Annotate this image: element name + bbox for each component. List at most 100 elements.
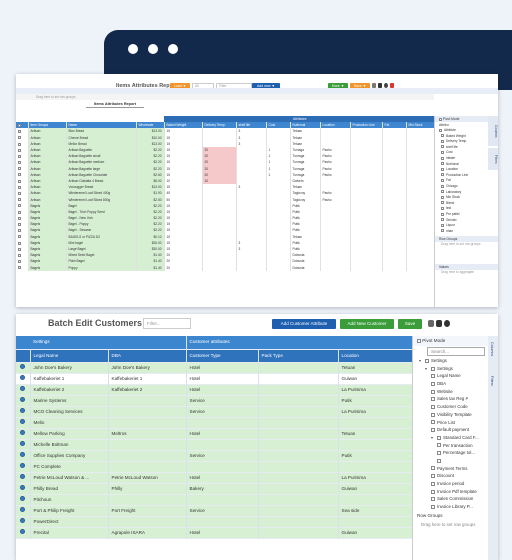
row-checkbox[interactable] <box>18 198 21 202</box>
table-cell[interactable]: 15 <box>164 159 203 166</box>
row-checkbox[interactable] <box>18 247 21 251</box>
table-cell[interactable] <box>186 417 259 428</box>
table-cell[interactable] <box>108 406 187 417</box>
table-cell[interactable] <box>266 245 291 253</box>
pivot-item-checkbox[interactable] <box>437 451 441 456</box>
table-cell[interactable]: Bagels <box>28 245 67 253</box>
table-cell[interactable] <box>266 196 291 203</box>
pivot-item-checkbox[interactable] <box>431 412 435 417</box>
table-cell[interactable] <box>350 245 383 253</box>
table-cell[interactable]: Sea side <box>338 505 413 516</box>
table-cell[interactable] <box>258 406 339 417</box>
pivot-item-checkbox[interactable] <box>431 428 435 433</box>
row-checkbox[interactable] <box>18 167 21 171</box>
row-checkbox[interactable] <box>18 241 21 245</box>
table-cell[interactable]: 15 <box>164 227 203 234</box>
edit-gear-icon[interactable] <box>20 396 26 402</box>
expand-toggle-icon[interactable]: ▾ <box>431 434 434 440</box>
table-row[interactable]: Bagels Poppy $1.40 20 Dobusta <box>16 264 434 271</box>
table-cell[interactable]: Putik <box>338 450 413 461</box>
table-cell[interactable]: Melio <box>30 417 109 428</box>
pivot-item[interactable]: Default payment <box>413 426 488 434</box>
table-cell[interactable]: Bloc Bread <box>66 128 137 135</box>
column-header[interactable]: Legal Name <box>30 349 109 362</box>
column-header[interactable]: Cost <box>266 122 291 129</box>
table-row[interactable]: Artisan Artisan Ciabatta 4 Bread $6.00 10 10… <box>16 177 434 185</box>
table-cell[interactable]: Guiwan <box>338 527 413 538</box>
pivot-item[interactable]: test <box>435 206 498 212</box>
table-row[interactable]: John Doe's Bakery John Doe's Bakery Hotel T… <box>16 362 413 373</box>
column-header[interactable]: Baked Weight <box>164 122 203 129</box>
table-cell[interactable]: Taglovoy <box>290 190 321 197</box>
table-cell[interactable] <box>320 134 351 141</box>
table-cell[interactable] <box>382 184 407 191</box>
pivot-item[interactable]: Fat <box>435 178 498 184</box>
save-button[interactable]: Save ▼ <box>350 83 370 89</box>
table-cell[interactable] <box>382 264 407 271</box>
table-cell[interactable]: 10 <box>202 177 237 185</box>
pivot-item-checkbox[interactable] <box>431 420 435 425</box>
table-cell[interactable]: Kaffebakeriet 2 <box>108 384 187 395</box>
table-cell[interactable]: $2.50 <box>136 196 165 203</box>
edit-gear-icon[interactable] <box>20 528 26 534</box>
row-edit-cell[interactable] <box>16 483 31 494</box>
table-cell[interactable] <box>320 140 351 147</box>
table-cell[interactable]: 50 <box>164 196 203 203</box>
edit-gear-icon[interactable] <box>20 462 26 468</box>
row-checkbox-cell[interactable] <box>16 239 29 246</box>
edit-gear-icon[interactable] <box>20 506 26 512</box>
table-cell[interactable] <box>350 221 383 228</box>
table-cell[interactable] <box>258 494 339 505</box>
row-checkbox-cell[interactable] <box>16 190 29 197</box>
table-cell[interactable]: 3 <box>236 239 267 246</box>
row-checkbox-cell[interactable] <box>16 245 29 253</box>
pivot-item-checkbox[interactable] <box>431 381 435 386</box>
table-cell[interactable]: Hotel <box>186 373 259 384</box>
table-cell[interactable] <box>202 184 237 191</box>
table-cell[interactable] <box>320 177 351 185</box>
table-row[interactable]: Port & Philip Freight Port Freight Service… <box>16 505 413 516</box>
table-cell[interactable]: 3 <box>236 128 267 135</box>
pivot-item-checkbox[interactable] <box>437 443 441 448</box>
edit-gear-icon[interactable] <box>20 484 26 490</box>
table-cell[interactable]: $1.40 <box>136 258 165 265</box>
table-cell[interactable]: BAGELS or PIZZA 3/2 <box>66 233 137 240</box>
table-cell[interactable]: 15 <box>164 221 203 228</box>
row-checkbox-cell[interactable] <box>16 184 29 191</box>
table-cell[interactable]: Hotel <box>186 362 259 373</box>
pivot-item-checkbox[interactable] <box>441 134 444 138</box>
row-checkbox[interactable] <box>18 136 21 140</box>
table-cell[interactable]: 15 <box>164 128 203 135</box>
pivot-item-checkbox[interactable] <box>431 466 435 471</box>
table-cell[interactable]: 15 <box>164 134 203 141</box>
table-cell[interactable] <box>236 215 267 222</box>
table-cell[interactable]: Pasho <box>320 171 351 178</box>
edit-gear-icon[interactable] <box>20 451 26 457</box>
table-cell[interactable]: Service <box>186 395 259 406</box>
table-cell[interactable]: 45 <box>164 190 203 197</box>
table-cell[interactable]: Dobusta <box>290 258 321 265</box>
pivot-item-checkbox[interactable] <box>441 190 444 194</box>
row-checkbox-cell[interactable] <box>16 221 29 228</box>
row-checkbox-cell[interactable] <box>16 140 29 147</box>
table-cell[interactable] <box>202 140 237 147</box>
column-header[interactable]: Name <box>66 122 137 129</box>
table-cell[interactable]: Tunraga <box>290 153 321 160</box>
table-cell[interactable]: Galvetn <box>290 177 321 185</box>
table-cell[interactable]: Kaffebakeriet 1 <box>30 373 109 384</box>
edit-gear-icon[interactable] <box>20 418 26 424</box>
pivot-item-checkbox[interactable] <box>431 481 435 486</box>
table-cell[interactable] <box>320 227 351 234</box>
table-cell[interactable] <box>350 140 383 147</box>
table-cell[interactable]: Bakery <box>186 483 259 494</box>
table-cell[interactable]: Artisan Ciabatta 4 Bread <box>66 177 137 185</box>
pivot-item[interactable]: Attribute <box>435 128 498 134</box>
table-cell[interactable]: Kaffebakeriet 2 <box>30 384 109 395</box>
table-cell[interactable] <box>258 472 339 483</box>
table-cell[interactable]: Bagel - New York <box>66 215 137 222</box>
row-edit-cell[interactable] <box>16 384 31 395</box>
table-cell[interactable] <box>320 252 351 259</box>
table-row[interactable]: PC Complete <box>16 461 413 472</box>
table-cell[interactable]: Pasho <box>320 153 351 160</box>
table-row[interactable]: Philly Bread Philly Bakery Guiwan <box>16 483 413 494</box>
